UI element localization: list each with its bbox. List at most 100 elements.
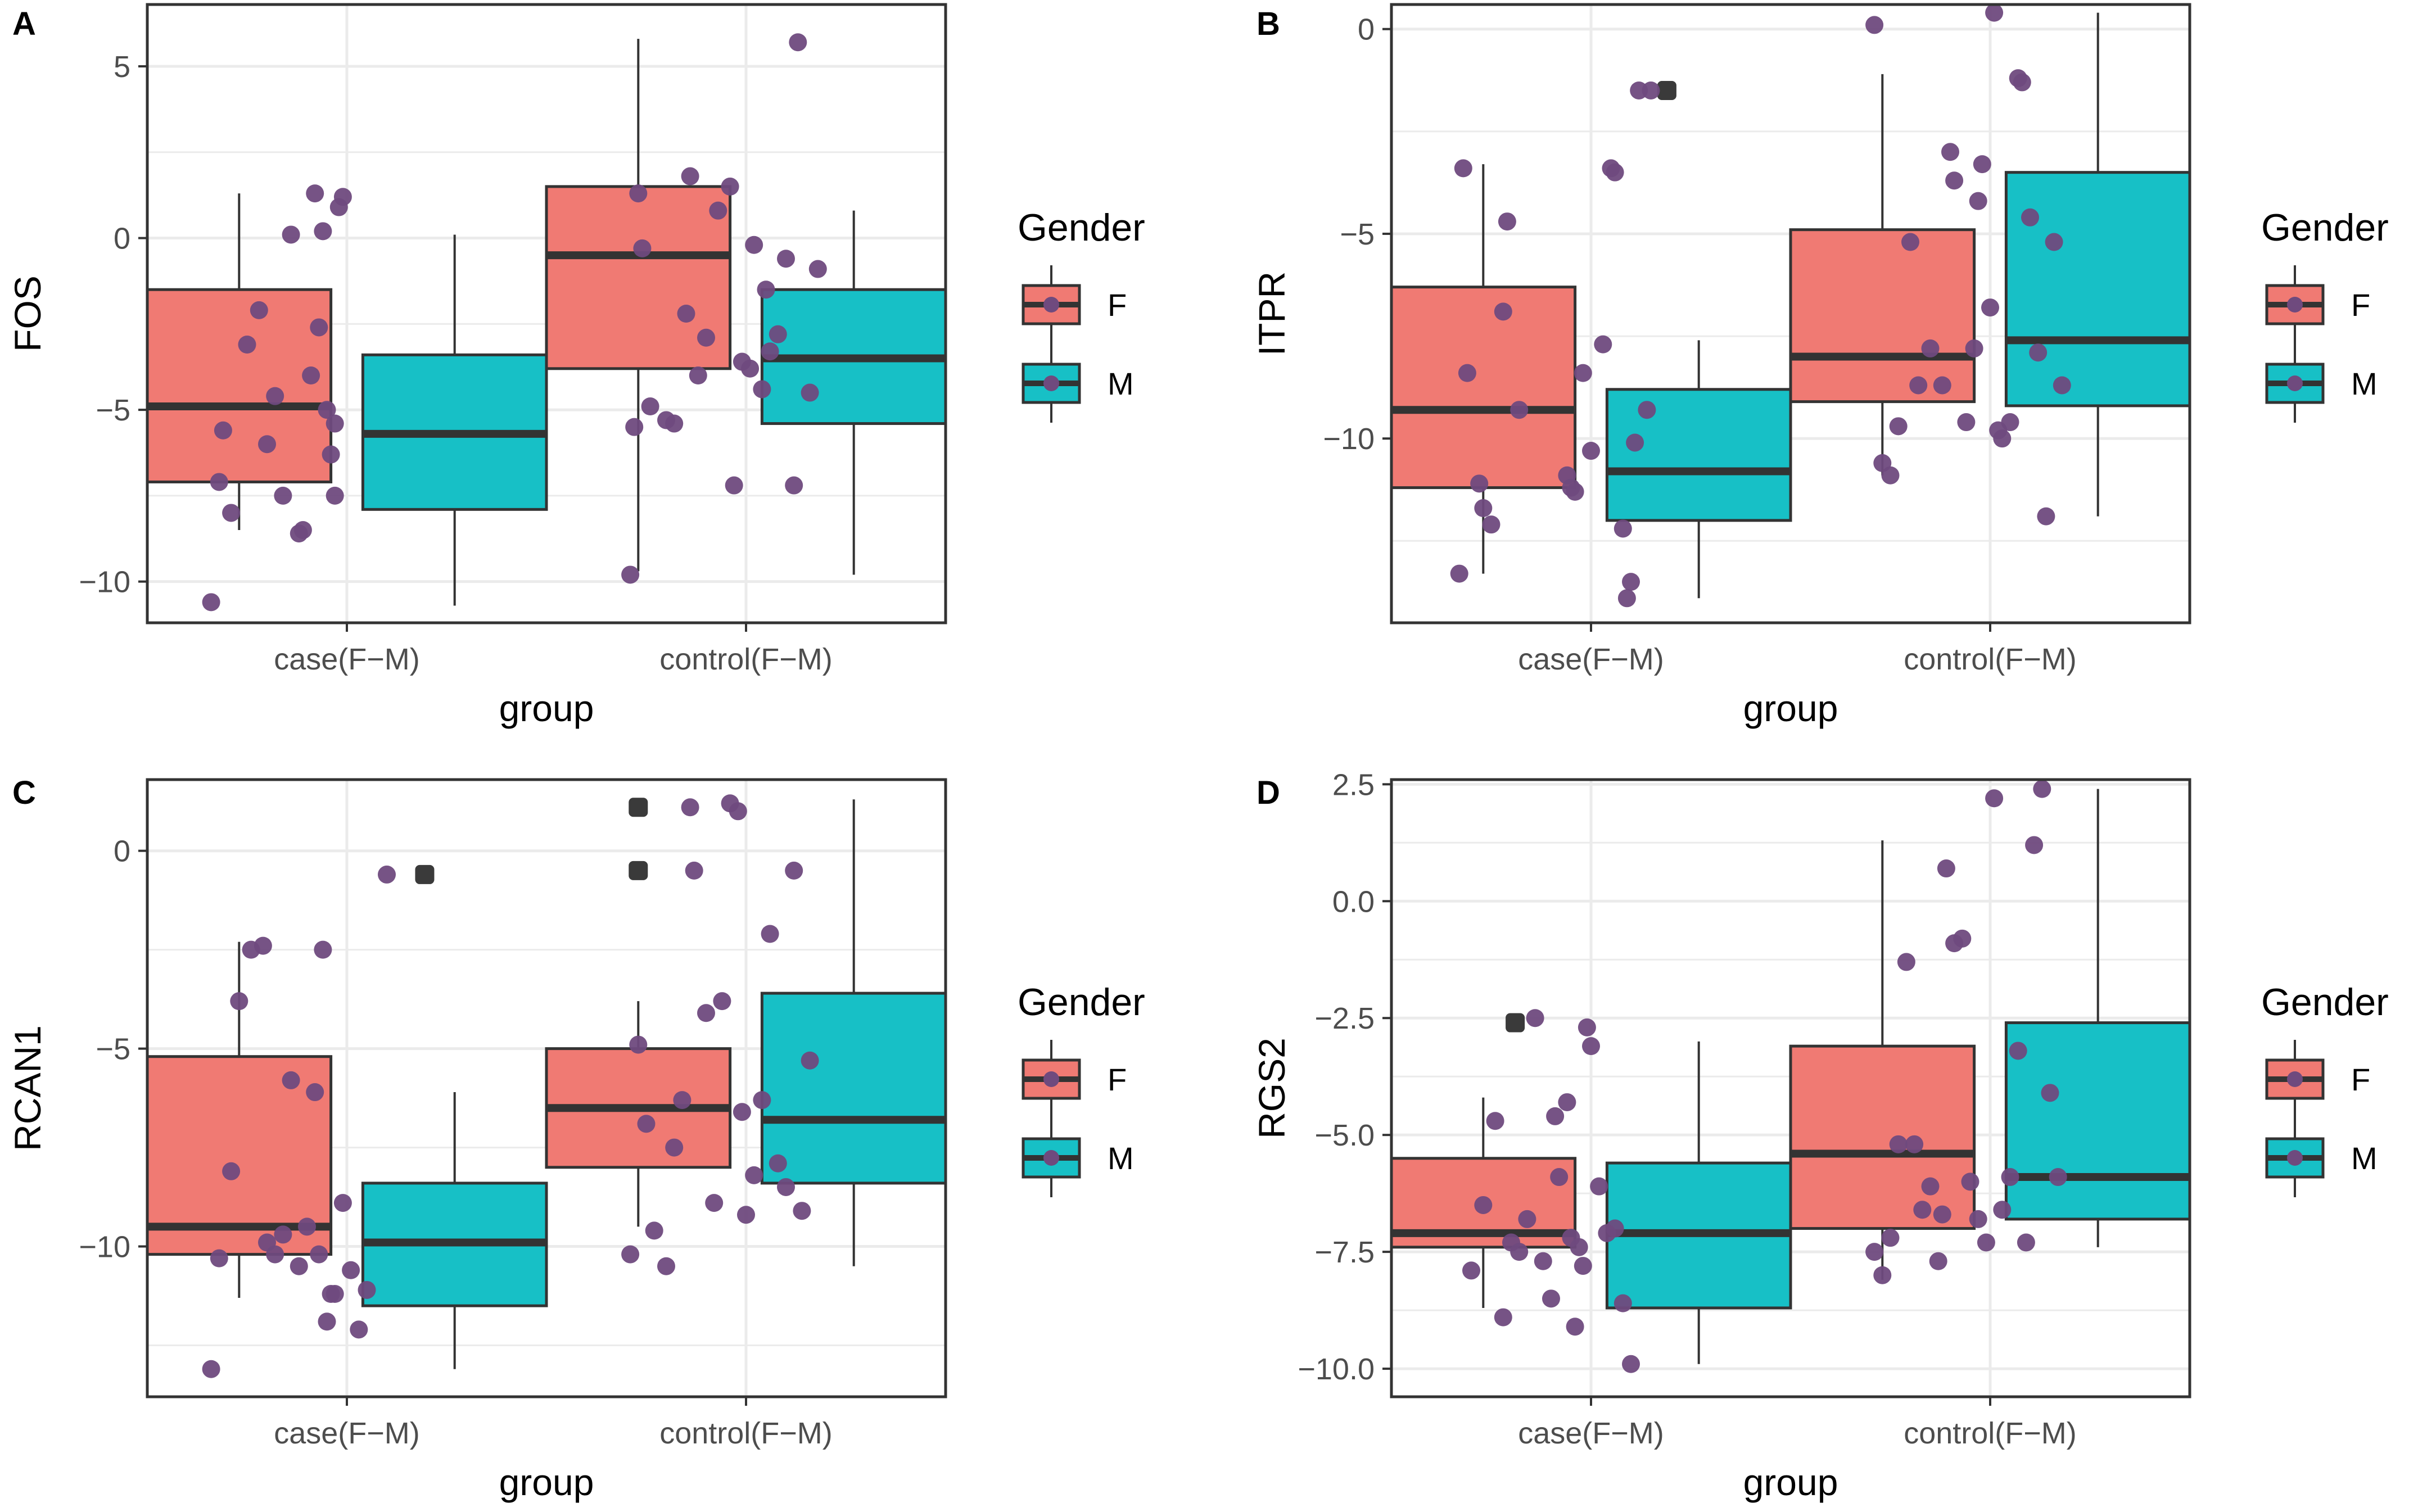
- panel-d: D 2.5 0.0 −2.5 −5.0 −7.5 −10.0 case(F−M) control…: [1251, 768, 2389, 1503]
- data-point: [1462, 1261, 1480, 1280]
- data-point: [282, 1071, 300, 1089]
- data-point: [1590, 1177, 1608, 1196]
- data-point: [1969, 192, 1987, 210]
- x-tick-label: control(F−M): [659, 1416, 833, 1450]
- y-tick-label: −10: [79, 1230, 130, 1264]
- data-point: [202, 593, 220, 612]
- data-point: [1945, 171, 1964, 190]
- data-point: [222, 504, 241, 522]
- y-tick-label: 0: [114, 835, 130, 868]
- panel-border: [1390, 778, 2191, 1398]
- box-m-1: [760, 210, 947, 575]
- data-point: [777, 1178, 795, 1196]
- data-point: [1933, 376, 1951, 395]
- data-point: [1897, 953, 1915, 971]
- legend-label: F: [1108, 1062, 1127, 1097]
- data-point: [210, 473, 228, 491]
- data-point: [230, 992, 248, 1011]
- data-point: [1909, 376, 1928, 395]
- x-tick-label: case(F−M): [1518, 1416, 1664, 1450]
- legend-point: [2287, 375, 2303, 391]
- data-point: [290, 1257, 308, 1275]
- legend-label: F: [2351, 287, 2370, 323]
- y-tick-label: −5: [96, 1033, 130, 1066]
- y-tick-label: 5: [114, 50, 130, 84]
- legend: Gender F M: [1018, 981, 1145, 1197]
- data-point: [789, 33, 807, 52]
- data-point: [314, 940, 332, 959]
- y-tick-label: 2.5: [1332, 768, 1375, 802]
- legend-key-m: [1022, 1119, 1081, 1197]
- legend-key-m: [2265, 1119, 2325, 1197]
- box-m-0: [1605, 1041, 1792, 1364]
- data-point: [310, 1245, 328, 1264]
- data-point: [318, 1312, 336, 1331]
- panel-letter: B: [1257, 6, 1280, 42]
- data-point: [681, 167, 699, 185]
- data-point: [1957, 413, 1976, 432]
- box-iqr: [146, 288, 333, 483]
- data-point: [1626, 433, 1644, 452]
- box-iqr: [1789, 1044, 1976, 1230]
- data-point: [709, 201, 727, 220]
- data-point: [2017, 1233, 2035, 1252]
- data-point: [2009, 1042, 2027, 1060]
- panel-border: [146, 3, 947, 624]
- x-tick-label: control(F−M): [1904, 642, 2077, 676]
- legend-key-f: [2265, 1040, 2325, 1119]
- data-point: [753, 1091, 771, 1110]
- y-tick-label: −5: [1340, 218, 1375, 251]
- data-point: [737, 1206, 755, 1224]
- y-tick-label: 0: [114, 222, 130, 256]
- data-point: [697, 1004, 715, 1022]
- data-point: [753, 380, 771, 399]
- data-point: [1953, 929, 1972, 948]
- data-point: [310, 318, 328, 337]
- data-point: [266, 387, 284, 405]
- data-point: [1642, 81, 1660, 99]
- panel-c: C 0 −5 −10 case(F−M) control(F−M) group RCAN1 Ge…: [7, 775, 1145, 1503]
- panel-letter: C: [12, 775, 36, 811]
- data-point: [1486, 1112, 1504, 1130]
- data-point: [1474, 499, 1493, 518]
- y-tick-label: 0.0: [1332, 885, 1375, 918]
- data-point: [1510, 401, 1529, 419]
- data-point: [641, 397, 659, 415]
- data-point: [1482, 515, 1501, 534]
- legend-point: [2287, 1071, 2303, 1087]
- data-point: [1510, 1243, 1529, 1261]
- legend-point: [1043, 297, 1059, 313]
- data-point: [333, 1194, 352, 1212]
- legend-label: F: [2351, 1062, 2370, 1097]
- data-point: [314, 222, 332, 241]
- legend-label: F: [1108, 287, 1127, 323]
- data-point: [725, 476, 743, 495]
- data-point: [1582, 1037, 1600, 1056]
- panel-b: B 0 −5 −10 case(F−M) control(F−M) group ITPR Gen…: [1251, 3, 2389, 729]
- legend-key-m: [1022, 344, 1081, 423]
- data-point: [293, 521, 312, 539]
- data-point: [1450, 564, 1468, 583]
- data-point: [808, 260, 827, 278]
- data-point: [326, 486, 344, 505]
- data-point: [1582, 442, 1600, 460]
- data-point: [1606, 163, 1624, 182]
- data-point: [621, 565, 640, 584]
- data-point: [1614, 1294, 1632, 1312]
- box-iqr: [760, 992, 947, 1185]
- data-point: [673, 1091, 692, 1110]
- data-point: [326, 414, 344, 433]
- legend-title: Gender: [2261, 206, 2389, 249]
- data-point: [210, 1249, 228, 1267]
- data-point: [1865, 1243, 1884, 1261]
- legend-point: [1043, 375, 1059, 391]
- data-point: [1933, 1205, 1951, 1224]
- y-tick-label: −10.0: [1298, 1352, 1375, 1386]
- data-point: [1937, 859, 1955, 878]
- x-axis-title: group: [499, 1461, 594, 1503]
- data-point: [1574, 364, 1592, 382]
- data-point: [705, 1194, 724, 1212]
- data-point: [633, 239, 652, 257]
- box-m-1: [2004, 789, 2191, 1247]
